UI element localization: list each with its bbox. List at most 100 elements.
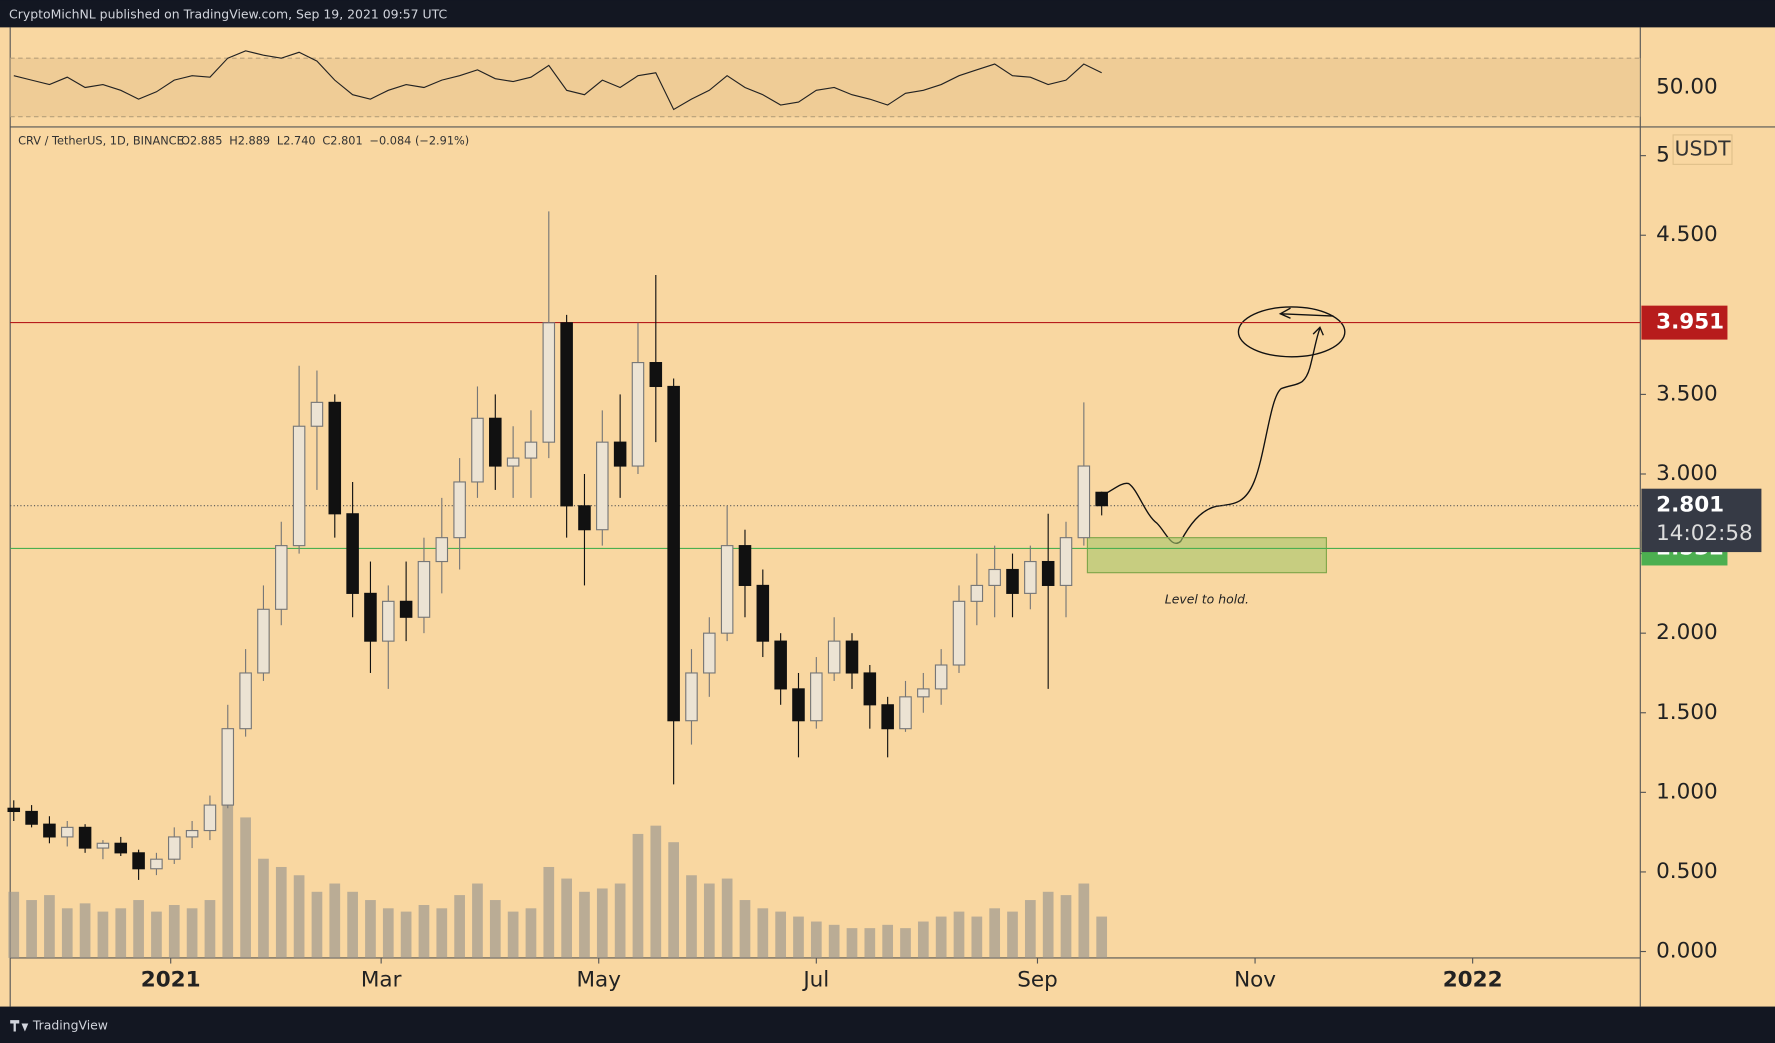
candle-body (114, 842, 128, 854)
legend-item: C2.801 (322, 134, 362, 148)
volume-bar (204, 900, 216, 958)
volume-bar (44, 895, 55, 958)
volume-bar (61, 908, 73, 958)
candle-body (970, 584, 984, 602)
volume-bar (8, 891, 20, 958)
countdown: 14:02:58 (1656, 521, 1753, 546)
candle-body (1041, 560, 1055, 586)
candle-body (631, 362, 645, 467)
candle-body (988, 568, 1001, 586)
y-tick-label: 3.500 (1656, 381, 1718, 406)
volume-bar (900, 928, 911, 958)
candle-body (613, 441, 627, 467)
candle-body (1024, 560, 1037, 594)
legend-item: H2.889 (229, 134, 270, 148)
candle-body (524, 441, 538, 459)
legend-item: L2.740 (277, 134, 316, 148)
x-tick-label: 2021 (141, 968, 201, 993)
volume-bar (329, 883, 341, 958)
volume-bar (240, 817, 251, 958)
volume-bar (543, 866, 555, 958)
volume-bar (436, 908, 448, 958)
y-tick-label: 1.000 (1656, 779, 1718, 804)
candle-body (774, 640, 787, 690)
x-tick-label: 2022 (1443, 968, 1503, 993)
candle-body (489, 417, 502, 467)
candle-body (25, 810, 38, 825)
legend: O2.885 H2.889 L2.740 C2.801 −0.084 (−2.91%) (181, 134, 469, 148)
volume-bar (971, 916, 983, 958)
volume-bar (507, 911, 519, 958)
drawn-arrow (1278, 307, 1334, 319)
volume-bar (1060, 895, 1072, 958)
candle-body (756, 584, 770, 642)
volume-bar (846, 928, 858, 958)
y-tick-label: 1.500 (1656, 700, 1718, 725)
candle-body (435, 537, 449, 563)
header: CryptoMichNL published on TradingView.co… (9, 6, 447, 21)
candle-body (881, 704, 894, 730)
volume-bar (757, 908, 769, 958)
candle-body (1095, 491, 1108, 507)
volume-bar (26, 900, 37, 958)
volume-bar (489, 900, 501, 958)
volume-bar (686, 875, 697, 958)
volume-bar (79, 903, 91, 958)
candle-body (364, 592, 377, 642)
volume-bar (151, 911, 162, 958)
candle-body (292, 425, 306, 547)
candle-body (221, 728, 235, 806)
candle-body (827, 640, 841, 674)
volume-bar (472, 883, 483, 958)
volume-bar (1042, 891, 1054, 958)
candle-body (578, 505, 591, 531)
volume-bar (739, 900, 751, 958)
volume-bar (668, 842, 679, 958)
volume-bar (97, 911, 109, 958)
candle-body (1077, 465, 1091, 539)
volume-bar (935, 916, 947, 958)
volume-bar (115, 908, 127, 958)
legend-item: −0.084 (−2.91%) (369, 134, 469, 148)
candle-body (417, 560, 431, 618)
x-tick-label: Sep (1017, 968, 1058, 993)
volume-bar (917, 921, 929, 958)
y-tick-label: 3.000 (1656, 461, 1718, 486)
candle-body (917, 688, 930, 698)
volume-bar (579, 891, 590, 958)
y-tick-label: 0.000 (1656, 939, 1718, 964)
volume-bar (293, 875, 305, 958)
candle-body (185, 829, 199, 838)
volume-bar (614, 883, 626, 958)
candle-body (1006, 568, 1019, 594)
x-tick-label: Nov (1234, 968, 1276, 993)
candle-body (7, 807, 21, 813)
price-marker (1641, 488, 1762, 553)
zone (1086, 537, 1327, 574)
candle-body (471, 417, 484, 483)
legend-item: O2.885 (181, 134, 222, 148)
candle-body (649, 362, 663, 388)
candle-body (899, 696, 912, 730)
candle-body (150, 858, 163, 870)
volume-bar (864, 928, 876, 958)
volume-bar (347, 891, 358, 958)
volume-bar (1078, 883, 1090, 958)
candle-body (328, 401, 342, 515)
volume-bar (133, 900, 144, 958)
price-marker-label: 2.801 (1656, 493, 1724, 518)
y-tick-label: 4.500 (1656, 222, 1718, 247)
candle-body (382, 600, 395, 642)
candle-body (239, 672, 252, 730)
price-marker-label: 3.951 (1656, 310, 1724, 335)
legend-symbol: CRV / TetherUS, 1D, BINANCE (18, 134, 184, 148)
volume-bar (632, 833, 644, 958)
footer: TradingView (32, 1017, 108, 1032)
volume-bar (989, 908, 1001, 958)
volume-bar (828, 924, 840, 958)
candle-body (275, 545, 288, 610)
candle-body (863, 672, 877, 706)
volume-bar (311, 891, 323, 958)
volume-bar (650, 825, 662, 958)
